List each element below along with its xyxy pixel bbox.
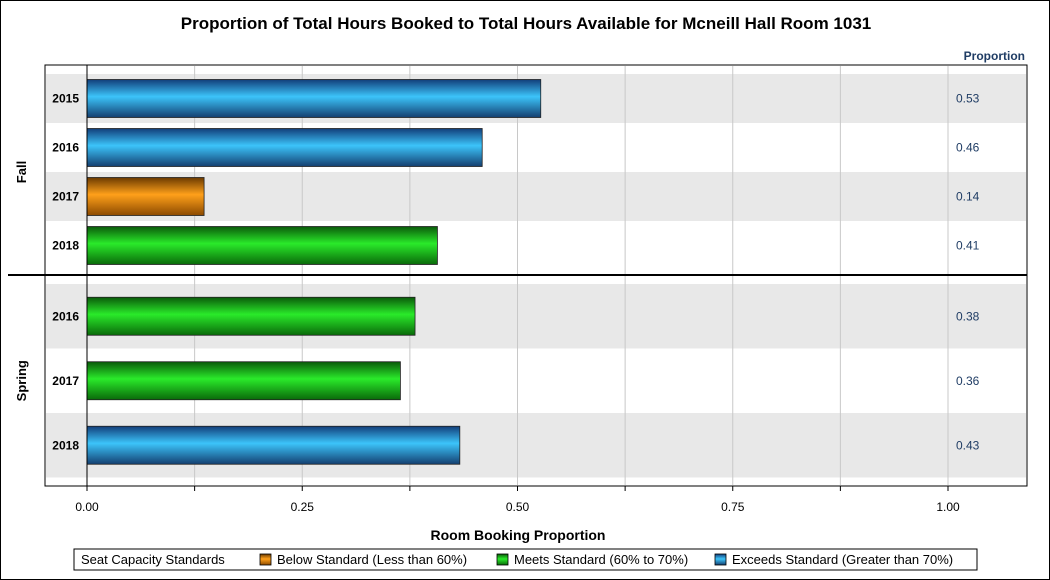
bars	[86, 79, 542, 465]
legend-swatch-below	[259, 553, 272, 566]
group-label-fall: Fall	[14, 161, 29, 183]
value-label: 0.14	[956, 190, 980, 204]
group-label-spring: Spring	[14, 360, 29, 401]
legend-box	[73, 548, 978, 571]
x-tick-label: 0.00	[75, 500, 99, 514]
x-axis-label: Room Booking Proportion	[431, 527, 606, 543]
bar-spring-2018	[86, 425, 461, 465]
category-label: 2016	[52, 141, 79, 155]
value-label: 0.38	[956, 309, 980, 323]
bar-fall-2015	[86, 79, 542, 118]
category-label: 2017	[52, 374, 79, 388]
legend-label-exceeds: Exceeds Standard (Greater than 70%)	[732, 552, 953, 567]
bar-spring-2016	[86, 296, 416, 336]
x-tick-label: 0.25	[291, 500, 315, 514]
x-tick-label: 1.00	[936, 500, 960, 514]
bar-fall-2017	[86, 177, 205, 216]
category-label: 2017	[52, 190, 79, 204]
row-band	[46, 172, 1026, 221]
x-tick-label: 0.50	[506, 500, 530, 514]
value-column-header: Proportion	[964, 49, 1025, 63]
x-ticks: 0.00 0.25 0.50 0.75 1.00	[75, 486, 960, 514]
chart-title: Proportion of Total Hours Booked to Tota…	[181, 14, 871, 33]
x-tick-label: 0.75	[721, 500, 745, 514]
bar-fall-2016	[86, 128, 483, 167]
legend-swatch-meets	[496, 553, 509, 566]
value-label: 0.41	[956, 239, 980, 253]
category-label: 2018	[52, 239, 79, 253]
value-labels: 0.53 0.46 0.14 0.41 0.38 0.36 0.43	[956, 92, 980, 453]
row-bands	[46, 74, 1026, 478]
legend: Seat Capacity Standards Below Standard (L…	[73, 548, 978, 571]
bar-spring-2017	[86, 361, 401, 401]
bar-fall-2018	[86, 226, 438, 265]
category-label: 2016	[52, 309, 79, 323]
axes	[8, 64, 1028, 487]
value-label: 0.43	[956, 438, 980, 452]
value-label: 0.36	[956, 374, 980, 388]
legend-title: Seat Capacity Standards	[81, 552, 225, 567]
legend-label-below: Below Standard (Less than 60%)	[277, 552, 467, 567]
legend-swatch-exceeds	[714, 553, 727, 566]
category-label: 2018	[52, 438, 79, 452]
value-label: 0.53	[956, 92, 980, 106]
category-label: 2015	[52, 92, 79, 106]
group-labels: Fall Spring	[14, 161, 29, 402]
value-label: 0.46	[956, 141, 980, 155]
legend-label-meets: Meets Standard (60% to 70%)	[514, 552, 688, 567]
category-labels: 2015 2016 2017 2018 2016 2017 2018	[52, 92, 79, 453]
